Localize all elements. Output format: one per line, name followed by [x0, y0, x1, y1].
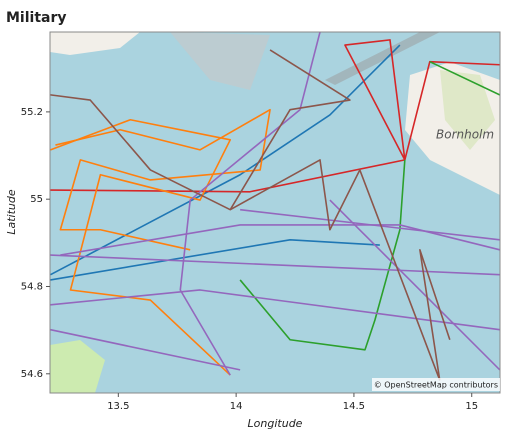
- attribution[interactable]: © OpenStreetMap contributors: [374, 381, 498, 390]
- y-tick-label: 54.6: [21, 369, 43, 380]
- x-tick-label: 15: [465, 401, 478, 412]
- track: [50, 328, 241, 371]
- x-tick-label: 14.5: [343, 401, 365, 412]
- y-tick-label: 55.2: [21, 107, 43, 118]
- attribution-box: [372, 378, 500, 391]
- track: [239, 159, 406, 351]
- x-tick-label: 14: [230, 401, 243, 412]
- track: [50, 289, 500, 331]
- plot-frame: [49, 31, 501, 394]
- chart-title: Military: [6, 10, 67, 26]
- track: [55, 108, 271, 251]
- track: [50, 238, 380, 281]
- track: [429, 60, 500, 96]
- track: [50, 94, 451, 381]
- track: [229, 49, 351, 211]
- track: [179, 32, 321, 376]
- track: [50, 254, 500, 276]
- y-axis-label: Latitude: [5, 189, 18, 235]
- track: [344, 39, 406, 161]
- basemap: [50, 32, 500, 393]
- y-tick-label: 54.8: [21, 281, 43, 292]
- x-tick-label: 13.5: [107, 401, 129, 412]
- x-axis-label: Longitude: [248, 417, 303, 430]
- track: [50, 44, 401, 276]
- track: [60, 224, 500, 256]
- y-tick-label: 55: [30, 194, 43, 205]
- track: [50, 118, 232, 376]
- track: [329, 199, 500, 371]
- map-label: Bornholm: [436, 128, 494, 142]
